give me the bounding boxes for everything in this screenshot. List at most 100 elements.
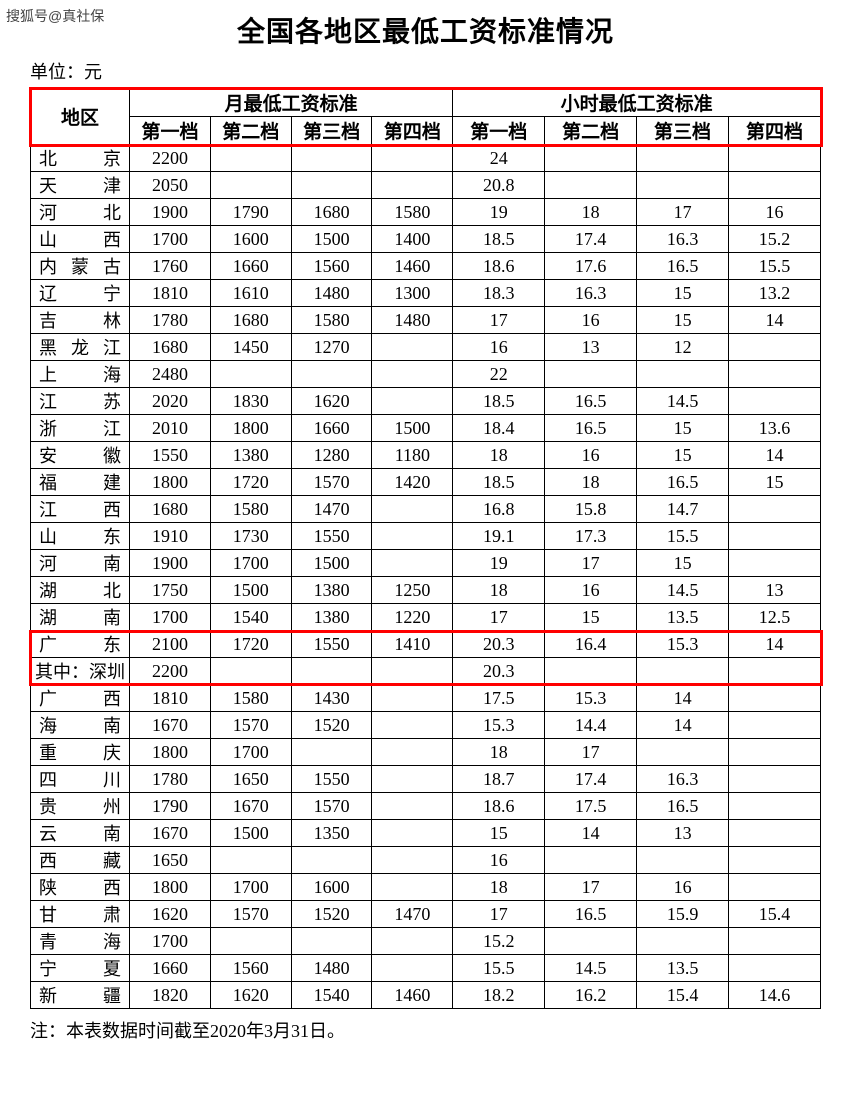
cell-monthly: 1800 [130, 469, 211, 496]
unit-label: 单位：元 [30, 58, 851, 84]
cell-hourly: 17.4 [545, 226, 637, 253]
cell-hourly [545, 361, 637, 388]
cell-hourly [545, 658, 637, 685]
cell-monthly [372, 145, 453, 172]
cell-hourly: 16.5 [545, 901, 637, 928]
cell-monthly [372, 820, 453, 847]
cell-monthly: 1700 [210, 550, 291, 577]
cell-monthly: 1570 [210, 901, 291, 928]
wage-table: 地区 月最低工资标准 小时最低工资标准 第一档 第二档 第三档 第四档 第一档 … [30, 88, 821, 1009]
th-region: 地区 [31, 89, 130, 145]
cell-hourly: 15 [545, 604, 637, 631]
table-row: 广 东210017201550141020.316.415.314 [31, 631, 821, 658]
cell-region: 宁 夏 [31, 955, 130, 982]
cell-monthly: 1460 [372, 253, 453, 280]
cell-hourly: 14 [545, 820, 637, 847]
cell-hourly: 17 [453, 307, 545, 334]
cell-hourly [729, 388, 821, 415]
cell-hourly: 15.3 [545, 685, 637, 712]
cell-monthly: 1540 [210, 604, 291, 631]
cell-monthly: 2050 [130, 172, 211, 199]
cell-hourly: 17 [545, 550, 637, 577]
cell-hourly: 18.3 [453, 280, 545, 307]
table-row: 甘 肃16201570152014701716.515.915.4 [31, 901, 821, 928]
cell-hourly: 15.4 [637, 982, 729, 1009]
watermark: 搜狐号@真社保 [6, 6, 104, 26]
cell-hourly [729, 172, 821, 199]
cell-hourly: 15.2 [453, 928, 545, 955]
cell-hourly: 16.3 [545, 280, 637, 307]
cell-hourly: 16 [545, 307, 637, 334]
cell-monthly: 1480 [291, 280, 372, 307]
cell-region: 黑龙江 [31, 334, 130, 361]
table-row: 安 徽155013801280118018161514 [31, 442, 821, 469]
cell-monthly: 1480 [291, 955, 372, 982]
cell-hourly: 16.5 [637, 469, 729, 496]
table-row: 内蒙古176016601560146018.617.616.515.5 [31, 253, 821, 280]
cell-hourly: 16.5 [637, 253, 729, 280]
cell-hourly: 17 [545, 739, 637, 766]
cell-monthly [291, 739, 372, 766]
table-row: 西 藏165016 [31, 847, 821, 874]
cell-monthly: 1380 [291, 604, 372, 631]
cell-monthly [372, 172, 453, 199]
cell-region: 贵 州 [31, 793, 130, 820]
table-row: 上 海248022 [31, 361, 821, 388]
cell-monthly: 1380 [210, 442, 291, 469]
cell-hourly [729, 766, 821, 793]
cell-hourly: 16.3 [637, 226, 729, 253]
cell-monthly [210, 658, 291, 685]
cell-hourly [637, 658, 729, 685]
cell-hourly: 15.8 [545, 496, 637, 523]
cell-monthly: 1700 [130, 226, 211, 253]
cell-hourly: 14 [729, 442, 821, 469]
cell-hourly: 20.3 [453, 658, 545, 685]
cell-hourly [729, 145, 821, 172]
cell-region: 福 建 [31, 469, 130, 496]
cell-hourly: 14.5 [637, 388, 729, 415]
cell-hourly [729, 793, 821, 820]
cell-hourly: 18.6 [453, 253, 545, 280]
cell-hourly [637, 172, 729, 199]
cell-monthly: 1810 [130, 685, 211, 712]
cell-hourly: 12.5 [729, 604, 821, 631]
cell-hourly [545, 145, 637, 172]
cell-monthly: 1700 [210, 874, 291, 901]
cell-monthly: 1660 [130, 955, 211, 982]
cell-region: 新 疆 [31, 982, 130, 1009]
cell-monthly: 1580 [372, 199, 453, 226]
cell-region: 湖 北 [31, 577, 130, 604]
cell-hourly: 13.5 [637, 955, 729, 982]
table-row: 吉 林178016801580148017161514 [31, 307, 821, 334]
cell-monthly: 1790 [210, 199, 291, 226]
cell-hourly: 19 [453, 199, 545, 226]
table-row: 山 西170016001500140018.517.416.315.2 [31, 226, 821, 253]
cell-monthly: 1300 [372, 280, 453, 307]
table-row: 其中：深圳220020.3 [31, 658, 821, 685]
cell-monthly: 1730 [210, 523, 291, 550]
cell-hourly [637, 928, 729, 955]
cell-monthly: 1280 [291, 442, 372, 469]
cell-monthly: 1470 [291, 496, 372, 523]
cell-hourly: 17 [453, 604, 545, 631]
table-row: 浙 江201018001660150018.416.51513.6 [31, 415, 821, 442]
cell-hourly: 17.6 [545, 253, 637, 280]
cell-region: 河 南 [31, 550, 130, 577]
table-row: 福 建180017201570142018.51816.515 [31, 469, 821, 496]
cell-monthly: 1830 [210, 388, 291, 415]
cell-hourly [729, 334, 821, 361]
cell-hourly: 14 [637, 712, 729, 739]
cell-monthly: 1460 [372, 982, 453, 1009]
cell-region: 四 川 [31, 766, 130, 793]
cell-monthly: 2200 [130, 658, 211, 685]
cell-hourly [729, 712, 821, 739]
table-row: 湖 南1700154013801220171513.512.5 [31, 604, 821, 631]
th-m3: 第三档 [291, 117, 372, 145]
table-row: 河 南190017001500191715 [31, 550, 821, 577]
cell-monthly: 1680 [210, 307, 291, 334]
cell-monthly: 1600 [210, 226, 291, 253]
cell-hourly: 18.6 [453, 793, 545, 820]
cell-monthly: 1650 [210, 766, 291, 793]
cell-monthly [372, 955, 453, 982]
cell-hourly [729, 361, 821, 388]
